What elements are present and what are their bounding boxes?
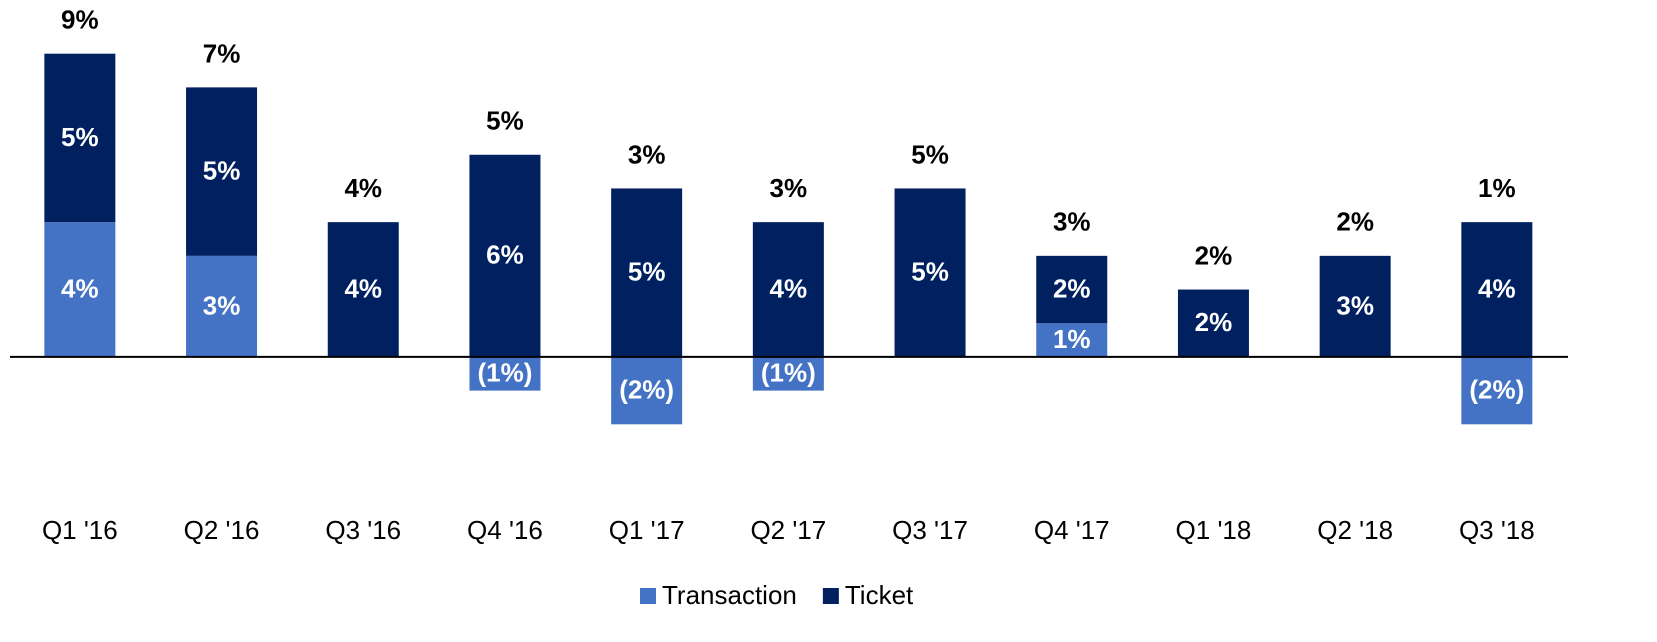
x-tick-label: Q3 '18: [1459, 515, 1535, 545]
total-label: 3%: [770, 173, 808, 203]
bar-segment: [1319, 255, 1391, 357]
x-tick-label: Q2 '16: [184, 515, 260, 545]
x-tick-label: Q2 '18: [1317, 515, 1393, 545]
bar-segment: [1036, 323, 1108, 357]
total-label: 5%: [486, 106, 524, 136]
segment-label: 2%: [1053, 273, 1091, 303]
bar-segment: [752, 356, 824, 391]
legend-swatch: [822, 588, 839, 604]
bar-segment: [752, 222, 824, 357]
bar-segment: [44, 53, 116, 223]
segment-label: (2%): [619, 374, 674, 404]
total-label: 9%: [61, 5, 99, 35]
bar-segment: [611, 188, 683, 357]
bar-segment: [611, 356, 683, 425]
x-tick-label: Q3 '16: [325, 515, 401, 545]
segment-label: 5%: [203, 155, 241, 185]
x-tick-label: Q4 '17: [1034, 515, 1110, 545]
segment-label: 6%: [486, 240, 524, 270]
segment-label: 2%: [1195, 307, 1233, 337]
segment-label: (1%): [761, 358, 816, 388]
bar-segment: [469, 356, 541, 391]
total-label: 4%: [344, 173, 382, 203]
segment-label: 3%: [1336, 290, 1374, 320]
bar-segment: [186, 87, 258, 256]
total-label: 3%: [1053, 207, 1091, 237]
bar-segment: [186, 255, 258, 357]
segment-label: 1%: [1053, 324, 1091, 354]
segment-label: 5%: [911, 257, 949, 287]
legend-swatch: [640, 588, 656, 604]
bar-segment: [1461, 356, 1533, 425]
segment-label: 4%: [344, 273, 382, 303]
legend-label: Ticket: [845, 580, 914, 610]
bar-segment: [894, 188, 966, 357]
segment-label: 3%: [203, 290, 241, 320]
bar-segment: [1177, 289, 1249, 357]
total-label: 2%: [1336, 207, 1374, 237]
segment-label: 4%: [61, 273, 99, 303]
bar-segment: [327, 222, 399, 357]
total-label: 3%: [628, 139, 666, 169]
x-tick-label: Q1 '17: [609, 515, 685, 545]
x-tick-label: Q2 '17: [750, 515, 826, 545]
segment-label: (2%): [1469, 374, 1524, 404]
total-label: 5%: [911, 139, 949, 169]
x-tick-label: Q4 '16: [467, 515, 543, 545]
x-tick-label: Q1 '16: [42, 515, 118, 545]
total-label: 2%: [1195, 240, 1233, 270]
bar-segment: [469, 154, 541, 357]
bar-segment: [44, 222, 116, 357]
segment-label: 5%: [61, 122, 99, 152]
segment-label: (1%): [477, 358, 532, 388]
bar-segment: [1461, 222, 1533, 357]
x-tick-label: Q1 '18: [1176, 515, 1252, 545]
x-tick-label: Q3 '17: [892, 515, 968, 545]
legend-label: Transaction: [662, 580, 797, 610]
total-label: 1%: [1478, 173, 1516, 203]
segment-label: 5%: [628, 257, 666, 287]
bar-segment: [1036, 255, 1108, 324]
total-label: 7%: [203, 38, 241, 68]
segment-label: 4%: [770, 273, 808, 303]
segment-label: 4%: [1478, 273, 1516, 303]
